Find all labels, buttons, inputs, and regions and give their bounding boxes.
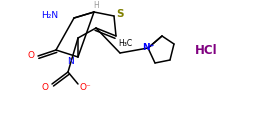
Text: H₂N: H₂N [41, 12, 58, 21]
Text: HCl: HCl [195, 44, 218, 57]
Text: N⁺: N⁺ [142, 42, 154, 51]
Text: O⁻: O⁻ [80, 84, 92, 93]
Text: O: O [42, 84, 49, 93]
Text: H: H [93, 0, 99, 9]
Text: N: N [67, 57, 73, 66]
Text: H₃C: H₃C [118, 39, 132, 48]
Text: S: S [116, 9, 124, 19]
Text: O: O [27, 51, 34, 60]
